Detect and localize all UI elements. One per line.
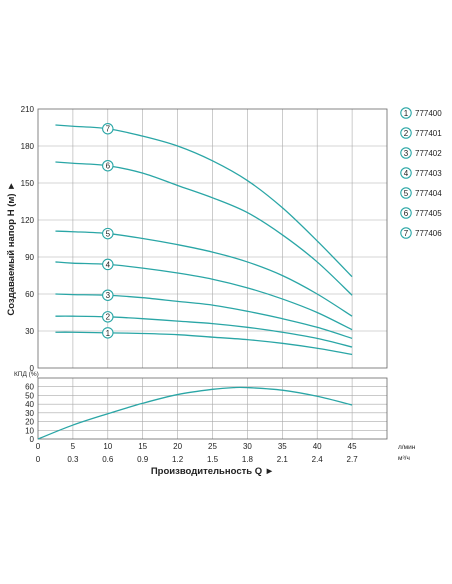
- curve-marker-label: 1: [106, 329, 111, 338]
- flow-m3h-tick-label: 0.9: [137, 455, 149, 464]
- y-tick-label: 120: [21, 216, 35, 225]
- head-plot-frame: [37, 108, 388, 369]
- flow-m3h-tick-label: 2.4: [312, 455, 324, 464]
- efficiency-curve: [37, 386, 353, 440]
- legend-marker-label: 7: [404, 229, 409, 238]
- curve-marker-3: [102, 289, 114, 301]
- flow-m3h-tick-label: 2.1: [277, 455, 289, 464]
- curve-marker-label: 6: [106, 162, 111, 171]
- y-tick-label: 0: [30, 364, 35, 373]
- efficiency-tick-label: 50: [25, 391, 34, 400]
- legend-marker-1: [400, 107, 412, 119]
- y-tick-label: 150: [21, 179, 35, 188]
- legend-marker-5: [400, 187, 412, 199]
- legend-marker-label: 5: [404, 189, 409, 198]
- y-tick-label: 30: [25, 327, 34, 336]
- legend-marker-2: [400, 127, 412, 139]
- curve-marker-label: 4: [106, 260, 111, 269]
- flow-m3h-tick-label: 0.3: [67, 455, 79, 464]
- curve-marker-label: 3: [106, 291, 111, 300]
- efficiency-tick-label: 20: [25, 418, 34, 427]
- flow-lpm-tick-label: 40: [313, 442, 322, 451]
- legend: 1 777400 2 777401 3 777402 4 777403 5 777404 6 7774…: [400, 107, 442, 239]
- flow-lpm-tick-label: 25: [208, 442, 217, 451]
- legend-marker-7: [400, 227, 412, 239]
- head-curve-777405: [55, 161, 353, 296]
- legend-marker-label: 3: [404, 149, 409, 158]
- curve-marker-5: [102, 227, 114, 240]
- curve-marker-7: [102, 122, 114, 135]
- curve-marker-label: 7: [106, 125, 111, 134]
- curve-marker-2: [102, 311, 114, 323]
- y-tick-label: 60: [25, 290, 34, 299]
- legend-marker-3: [400, 147, 412, 159]
- legend-marker-label: 6: [404, 209, 409, 218]
- y-axis-title: Создаваемый напор H (м) ►: [6, 181, 17, 315]
- y-tick-label: 180: [21, 142, 35, 151]
- flow-lpm-tick-label: 0: [36, 442, 41, 451]
- curve-marker-1: [102, 327, 114, 339]
- flow-lpm-tick-label: 15: [138, 442, 147, 451]
- flow-m3h-tick-label: 1.8: [242, 455, 254, 464]
- flow-lpm-ticks: 0 5 10 15 20 25 30 35 40 45: [36, 442, 357, 451]
- legend-marker-label: 4: [404, 169, 409, 178]
- head-y-ticks: 0 30 60 90 120 150 180 210: [21, 105, 35, 373]
- flow-lpm-tick-label: 45: [348, 442, 357, 451]
- efficiency-tick-label: 0: [30, 435, 35, 444]
- efficiency-tick-label: 40: [25, 400, 34, 409]
- curve-marker-label: 2: [106, 313, 111, 322]
- efficiency-tick-label: 10: [25, 426, 34, 435]
- legend-entry-label: 777402: [415, 149, 442, 158]
- y-tick-label: 90: [25, 253, 34, 262]
- y-tick-label: 210: [21, 105, 35, 114]
- flow-lpm-tick-label: 35: [278, 442, 287, 451]
- head-chart-panel: 0 30 60 90 120 150 180 210 1 2 3 4 5 6 7 Создаваемый …: [6, 105, 388, 373]
- efficiency-grid: [38, 378, 387, 439]
- legend-marker-label: 1: [404, 109, 409, 118]
- efficiency-tick-label: 60: [25, 383, 34, 392]
- head-curve-777401: [55, 315, 353, 348]
- flow-m3h-tick-label: 1.5: [207, 455, 219, 464]
- efficiency-curve-group: [37, 386, 353, 440]
- head-curve-777403: [55, 261, 353, 331]
- curve-marker-6: [102, 159, 114, 172]
- flow-m3h-tick-label: 0.6: [102, 455, 114, 464]
- legend-marker-6: [400, 207, 412, 219]
- head-grid: [38, 109, 387, 368]
- legend-marker-4: [400, 167, 412, 179]
- flow-lpm-tick-label: 20: [173, 442, 182, 451]
- flow-lpm-tick-label: 30: [243, 442, 252, 451]
- flow-m3h-tick-label: 0: [36, 455, 41, 464]
- flow-lpm-tick-label: 10: [103, 442, 112, 451]
- flow-unit-lpm: л/мин: [398, 444, 416, 451]
- flow-unit-m3h: м³/ч: [398, 455, 410, 462]
- legend-entry-label: 777404: [415, 189, 442, 198]
- flow-m3h-ticks: 0 0.3 0.6 0.9 1.2 1.5 1.8 2.1 2.4 2.7: [36, 455, 358, 464]
- head-curves: [55, 124, 353, 356]
- curve-marker-4: [102, 258, 114, 271]
- legend-entry-label: 777400: [415, 109, 442, 118]
- head-curve-777404: [55, 230, 353, 317]
- curve-marker-label: 5: [106, 229, 111, 238]
- head-curve-777406: [55, 124, 353, 278]
- head-curve-777400: [55, 331, 353, 356]
- flow-m3h-tick-label: 2.7: [347, 455, 359, 464]
- flow-m3h-tick-label: 1.2: [172, 455, 184, 464]
- legend-entry-label: 777401: [415, 129, 442, 138]
- efficiency-axis-title: КПД (%): [14, 371, 39, 378]
- legend-entry-label: 777405: [415, 209, 442, 218]
- legend-entry-label: 777406: [415, 229, 442, 238]
- legend-entry-label: 777403: [415, 169, 442, 178]
- efficiency-tick-label: 30: [25, 409, 34, 418]
- efficiency-plot-frame: [37, 377, 388, 440]
- flow-lpm-tick-label: 5: [71, 442, 76, 451]
- legend-marker-label: 2: [404, 129, 409, 138]
- x-axis-title: Производительность Q ►: [151, 466, 274, 477]
- curve-markers: 1 2 3 4 5 6 7: [102, 122, 114, 339]
- head-curve-777402: [55, 293, 353, 340]
